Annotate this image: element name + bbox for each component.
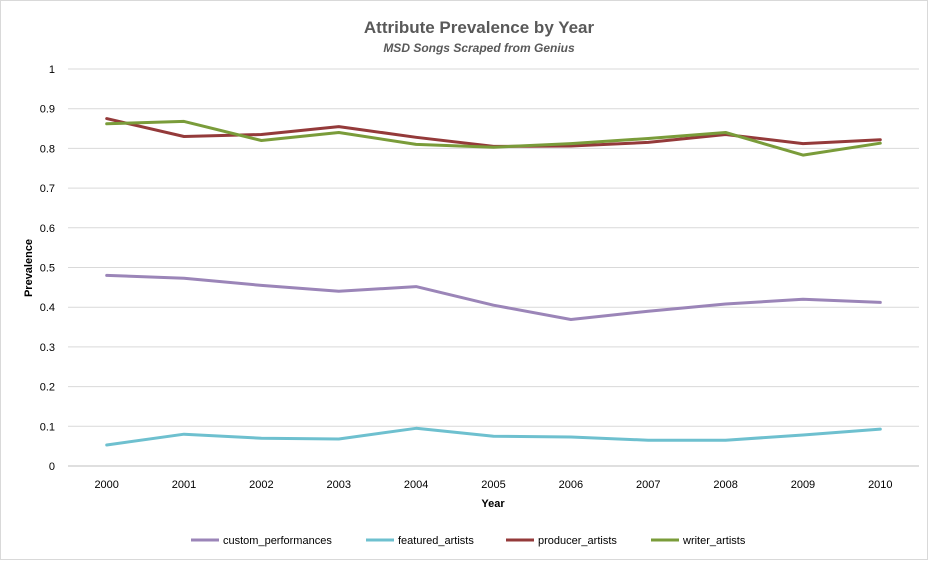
x-tick-label: 2010	[868, 479, 892, 491]
y-tick-label: 0.9	[40, 104, 55, 116]
chart-subtitle: MSD Songs Scraped from Genius	[383, 41, 575, 55]
legend-label: producer_artists	[538, 535, 617, 547]
x-tick-label: 2009	[791, 479, 815, 491]
x-tick-label: 2002	[249, 479, 273, 491]
x-axis-tick-labels: 2000 2001 2002 2003 2004 2005 2006 2007 2008 2009…	[94, 479, 892, 491]
y-tick-label: 0.5	[40, 263, 55, 275]
chart-frame: Attribute Prevalence by Year MSD Songs S…	[0, 0, 928, 560]
x-axis-label: Year	[481, 498, 505, 510]
line-chart: Attribute Prevalence by Year MSD Songs S…	[23, 18, 919, 547]
y-tick-label: 0.3	[40, 342, 55, 354]
x-tick-label: 2007	[636, 479, 660, 491]
legend-label: writer_artists	[682, 535, 746, 547]
chart-title: Attribute Prevalence by Year	[364, 18, 595, 37]
gridlines	[68, 68, 919, 427]
y-tick-label: 0.6	[40, 223, 55, 235]
x-tick-label: 2004	[404, 479, 428, 491]
y-axis-tick-labels: 0 0.1 0.2 0.3 0.4 0.5 0.6 0.7 0.8 0.9 1	[40, 64, 55, 473]
y-tick-label: 0.4	[40, 302, 55, 314]
x-tick-label: 2006	[559, 479, 583, 491]
series-line-writer-artists	[105, 119, 882, 157]
x-tick-label: 2001	[172, 479, 196, 491]
legend: custom_performances featured_artists produ…	[191, 535, 746, 547]
y-tick-label: 0.8	[40, 143, 55, 155]
series-line-featured-artists	[105, 426, 882, 447]
series-line-custom-performances	[105, 273, 882, 321]
y-tick-label: 0	[49, 461, 55, 473]
y-tick-label: 1	[49, 64, 55, 76]
x-tick-label: 2008	[713, 479, 737, 491]
y-tick-label: 0.7	[40, 183, 55, 195]
y-tick-label: 0.1	[40, 421, 55, 433]
y-axis-label: Prevalence	[23, 239, 35, 297]
legend-label: custom_performances	[223, 535, 332, 547]
x-tick-label: 2003	[327, 479, 351, 491]
x-tick-label: 2000	[94, 479, 118, 491]
legend-label: featured_artists	[398, 535, 474, 547]
series-lines	[105, 117, 882, 447]
y-tick-label: 0.2	[40, 382, 55, 394]
x-tick-label: 2005	[481, 479, 505, 491]
